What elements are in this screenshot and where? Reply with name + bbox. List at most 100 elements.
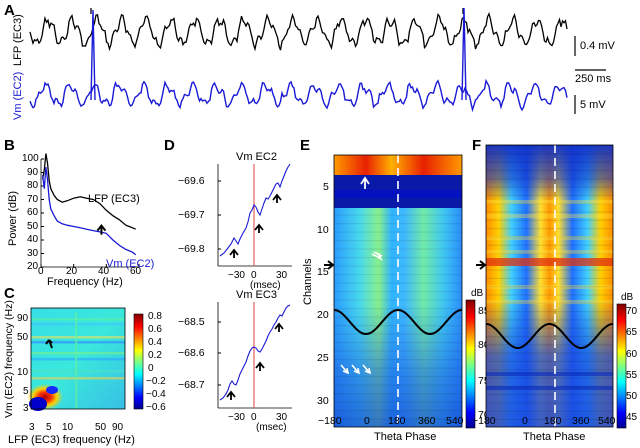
f-stripe	[486, 360, 613, 362]
d-top-ytick-2: −69.8	[178, 243, 205, 255]
e-xlabel: Theta Phase	[374, 431, 437, 443]
b-series-0	[41, 153, 136, 230]
c-ytick-1: 50	[17, 332, 29, 343]
panel-a-letter: A	[4, 2, 15, 19]
e-ytick-4: 25	[317, 352, 329, 364]
d-top-xtick-1: 0	[251, 270, 257, 281]
d-bot-ytick-2: −68.7	[178, 379, 205, 391]
c-xtick-3: 50	[95, 422, 107, 433]
legend-lfp: LFP (EC3)	[88, 193, 140, 205]
c-ytick-2: 10	[17, 367, 29, 378]
comod-xlabel: LFP (EC3) frequency (Hz)	[8, 434, 135, 446]
f-stripe	[486, 302, 613, 304]
f-stripe	[486, 335, 613, 338]
e-stripe	[334, 257, 462, 259]
e-xtick-4: 540	[446, 415, 464, 427]
b-ytick-60: 60	[27, 207, 39, 218]
e-stripe	[334, 410, 462, 412]
f-xtick-4: 540	[598, 415, 616, 427]
c-cb-tick-5: −0.2	[146, 376, 166, 387]
c-stripe	[31, 352, 125, 355]
f-cb-tick-5: 45	[626, 412, 638, 423]
d-top-title: Vm EC2	[236, 151, 277, 163]
scale-bar-lfp: 0.4 mV	[580, 40, 615, 52]
f-xtick-3: 360	[572, 415, 590, 427]
f-cb-tick-0: 70	[626, 306, 638, 317]
f-stripe	[486, 250, 613, 254]
d-bot-xtick-1: 0	[251, 412, 257, 423]
e-stripe	[334, 308, 462, 310]
b-series-1	[41, 167, 137, 256]
e-ytick-3: 20	[317, 309, 329, 321]
f-stripe	[486, 211, 613, 213]
panel-c-letter: C	[4, 285, 15, 302]
f-stripe	[486, 153, 613, 155]
d-bot-xunit: (msec)	[256, 422, 287, 433]
d-top-ytick-0: −69.6	[178, 175, 205, 187]
f-stripe	[486, 236, 613, 238]
f-stripe	[486, 161, 613, 163]
c-cb-tick-2: 0.4	[148, 337, 162, 348]
e-xtick-1: 0	[364, 415, 370, 427]
f-stripe	[486, 219, 613, 221]
e-stripe	[334, 359, 462, 361]
e-cb-tick-1: 80	[478, 339, 490, 351]
panel-d-letter: D	[164, 137, 175, 154]
e-stripe	[334, 214, 462, 216]
f-stripe	[486, 286, 613, 288]
f-stripe	[486, 327, 613, 329]
f-xtick-1: 0	[522, 415, 528, 427]
f-stripe	[486, 277, 613, 279]
scale-bar-time: 250 ms	[575, 73, 612, 85]
b-ytick-40: 40	[27, 234, 39, 245]
c-stripe	[31, 341, 125, 344]
f-xtick-0: −180	[472, 415, 496, 427]
f-stripe	[486, 369, 613, 371]
b-ytick-20: 20	[27, 261, 39, 272]
e-ytick-5: 30	[317, 395, 329, 407]
e-ytick-1: 10	[317, 224, 329, 236]
b-xtick-60: 60	[130, 266, 142, 277]
f-xtick-2: 180	[544, 415, 562, 427]
c-xtick-2: 10	[62, 422, 74, 433]
d-bot-xtick-2: 30	[276, 412, 288, 423]
panel-e-letter: E	[300, 137, 311, 154]
d-top-xtick-0: −30	[228, 270, 245, 281]
b-xtick-40: 40	[98, 266, 110, 277]
c-stripe	[31, 336, 125, 339]
d-bot-ytick-1: −68.6	[178, 347, 205, 359]
f-xlabel: Theta Phase	[523, 431, 586, 443]
e-ytick-2: 15	[317, 266, 329, 278]
c-cb-tick-0: 0.8	[148, 311, 162, 322]
f-cb-tick-4: 50	[626, 391, 638, 402]
c-xtick-1: 5	[46, 422, 52, 433]
b-ytick-50: 50	[27, 221, 39, 232]
d-top-xtick-2: 30	[276, 270, 288, 281]
c-ytick-3: 5	[23, 386, 29, 397]
c-ytick-4: 3	[23, 403, 29, 414]
e-cb-unit: dB	[471, 288, 484, 299]
frequency-xlabel: Frequency (Hz)	[47, 276, 123, 288]
c-cb-tick-3: 0.2	[148, 350, 162, 361]
f-stripe	[486, 214, 613, 218]
f-stripe	[486, 236, 613, 240]
f-stripe	[486, 178, 613, 180]
c-stripe	[75, 312, 78, 409]
f-stripe	[486, 294, 613, 296]
f-stripe	[486, 186, 613, 188]
c-cb-tick-6: −0.4	[146, 389, 166, 400]
d-bot-xtick-0: −30	[228, 412, 245, 423]
f-stripe	[486, 394, 613, 396]
panel-f-letter: F	[472, 137, 482, 154]
f-stripe	[486, 252, 613, 255]
f-stripe	[486, 352, 613, 354]
c-cb-tick-1: 0.6	[148, 324, 162, 335]
scale-bar-vm: 5 mV	[580, 99, 606, 111]
panel-b-letter: B	[4, 137, 15, 154]
c-stripe	[31, 358, 125, 361]
b-peak-arrow	[96, 223, 107, 235]
e-cb-tick-2: 75	[478, 375, 490, 387]
